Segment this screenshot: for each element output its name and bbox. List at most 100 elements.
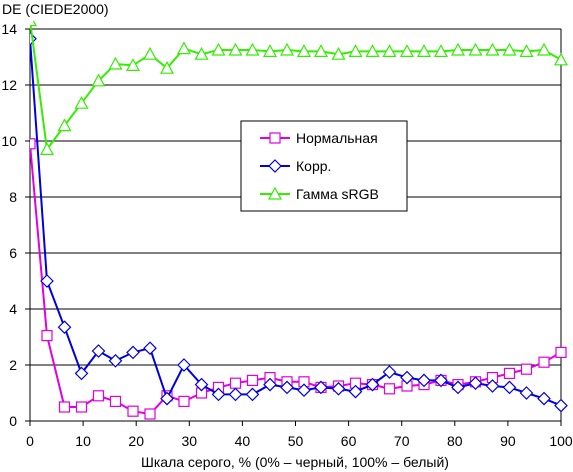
series-2-point-9 (176, 41, 192, 55)
y-axis-label: DE (CIEDE2000) (2, 1, 109, 17)
x-tick-labels: 0 10 20 30 40 50 60 70 80 90 100 (26, 433, 573, 449)
series-1 (30, 31, 568, 413)
series-1-point-14 (263, 377, 277, 392)
series-1-point-29 (519, 386, 534, 400)
series-2-point-23 (416, 44, 432, 58)
series-2-point-20 (365, 44, 380, 58)
series-1-point-13 (245, 387, 260, 402)
series-2 (30, 21, 569, 155)
y-tick-label-14: 14 (1, 21, 17, 37)
series-1-point-16 (297, 383, 311, 398)
series-2-point-12 (228, 42, 243, 56)
series-2-point-29 (519, 44, 534, 58)
series-2-point-27 (485, 42, 500, 56)
series-1-point-22 (400, 370, 414, 385)
series-0-point-12 (229, 377, 242, 389)
series-2-point-11 (211, 42, 226, 56)
series-2-point-15 (279, 42, 295, 56)
series-1-point-1 (40, 274, 54, 288)
series-2-point-26 (468, 42, 483, 56)
series-2-point-7 (142, 46, 158, 60)
y-tick-label-4: 4 (9, 301, 17, 317)
y-tick-label-12: 12 (1, 77, 17, 93)
series-2-point-21 (382, 44, 397, 58)
series-1-point-11 (211, 387, 226, 402)
series-2-point-28 (502, 42, 517, 56)
series-1-point-25 (451, 380, 465, 395)
series-0-point-2 (58, 401, 71, 413)
y-tick-label-0: 0 (9, 413, 17, 429)
x-tick-label-20: 20 (128, 433, 144, 449)
legend-marker-2 (267, 186, 283, 200)
series-1-point-6 (126, 345, 140, 360)
legend-label-0: Нормальная (296, 130, 378, 146)
x-tick-label-0: 0 (26, 433, 34, 449)
series-1-point-3 (74, 366, 89, 381)
series-1-point-5 (108, 353, 123, 368)
series-2-point-31 (553, 52, 569, 66)
series-1-point-7 (143, 341, 157, 356)
x-tick-label-50: 50 (288, 433, 304, 449)
series-2-point-6 (126, 58, 141, 72)
legend-label-2: Гамма sRGB (296, 186, 379, 202)
legend-label-1: Корр. (296, 158, 331, 174)
legend: Нормальная Корр. Гамма sRGB (240, 120, 408, 212)
series-1-point-4 (91, 344, 106, 358)
x-axis-label: Шкала серого, % (0% – черный, 100% – бел… (141, 454, 449, 470)
series-0-point-13 (246, 374, 259, 386)
y-tick-label-10: 10 (1, 133, 17, 149)
series-1-point-9 (177, 358, 191, 372)
x-tick-label-70: 70 (394, 433, 410, 449)
series-0-point-3 (75, 401, 88, 413)
series-lines (30, 21, 569, 420)
series-0-point-7 (144, 408, 156, 420)
series-2-point-14 (263, 44, 278, 58)
series-2-point-22 (399, 44, 415, 58)
series-1-point-8 (160, 391, 174, 406)
series-2-point-4 (91, 73, 106, 87)
series-1-point-12 (228, 387, 243, 402)
x-tick-label-90: 90 (500, 433, 516, 449)
legend-marker-1 (268, 159, 282, 173)
y-tick-labels: 0 2 4 6 8 10 12 14 (1, 21, 17, 429)
series-0-point-6 (127, 405, 139, 417)
series-1-point-18 (331, 381, 346, 396)
series-2-point-8 (159, 60, 175, 74)
x-tick-label-100: 100 (549, 433, 573, 449)
y-tick-label-2: 2 (9, 357, 17, 373)
series-0-point-30 (538, 356, 550, 368)
series-2-point-19 (348, 44, 363, 58)
x-tick-label-80: 80 (447, 433, 463, 449)
x-tick-label-10: 10 (75, 433, 91, 449)
legend-marker-0 (269, 132, 281, 144)
series-2-point-17 (313, 44, 328, 58)
series-1-point-20 (365, 377, 380, 392)
series-2-point-0 (30, 21, 38, 27)
series-1-point-10 (194, 377, 209, 392)
series-1-point-28 (502, 380, 517, 395)
series-0-point-0 (30, 138, 36, 150)
series-0-point-9 (178, 395, 190, 407)
series-2-point-10 (194, 46, 209, 60)
series-2-point-30 (536, 42, 552, 56)
series-2-point-18 (331, 46, 346, 60)
series-1-point-23 (417, 373, 431, 388)
series-0-point-29 (520, 363, 533, 375)
series-1-point-31 (554, 398, 568, 413)
series-2-point-5 (108, 56, 123, 70)
series-2-point-3 (74, 95, 89, 109)
series-1-point-30 (537, 391, 551, 406)
y-tick-label-8: 8 (9, 189, 17, 205)
series-2-point-2 (57, 118, 72, 132)
series-0-point-5 (109, 395, 122, 407)
plot-area (30, 29, 561, 421)
series-1-point-19 (348, 384, 363, 399)
series-1-point-27 (485, 379, 500, 393)
series-0-point-4 (92, 390, 105, 402)
series-2-point-1 (39, 142, 55, 155)
x-tick-label-40: 40 (235, 433, 251, 449)
series-0-point-28 (503, 367, 516, 379)
series-1-point-26 (468, 376, 483, 391)
series-2-point-25 (450, 42, 465, 56)
